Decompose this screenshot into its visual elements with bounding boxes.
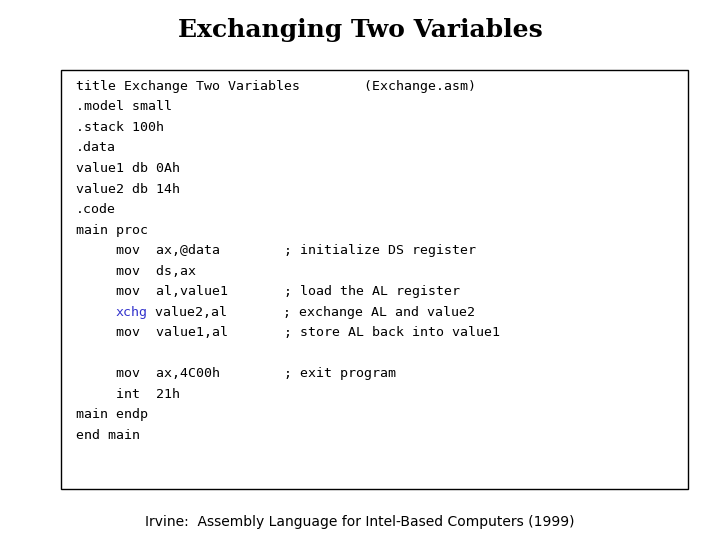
Text: end main: end main [76,429,140,442]
Text: main endp: main endp [76,408,148,421]
Text: Exchanging Two Variables: Exchanging Two Variables [178,18,542,42]
Text: .code: .code [76,203,116,216]
Text: mov  al,value1       ; load the AL register: mov al,value1 ; load the AL register [76,285,459,298]
Text: mov  ax,@data        ; initialize DS register: mov ax,@data ; initialize DS register [76,244,476,257]
Text: int  21h: int 21h [76,388,179,401]
FancyBboxPatch shape [61,70,688,489]
Text: .data: .data [76,141,116,154]
Text: Irvine:  Assembly Language for Intel-Based Computers (1999): Irvine: Assembly Language for Intel-Base… [145,515,575,529]
Text: value2,al       ; exchange AL and value2: value2,al ; exchange AL and value2 [147,306,475,319]
Text: xchg: xchg [115,306,147,319]
Text: .model small: .model small [76,100,171,113]
Text: value2 db 14h: value2 db 14h [76,183,179,195]
Text: main proc: main proc [76,224,148,237]
Text: mov  ax,4C00h        ; exit program: mov ax,4C00h ; exit program [76,367,395,380]
Text: mov  ds,ax: mov ds,ax [76,265,196,278]
Text: title Exchange Two Variables        (Exchange.asm): title Exchange Two Variables (Exchange.a… [76,80,476,93]
Text: mov  value1,al       ; store AL back into value1: mov value1,al ; store AL back into value… [76,326,500,339]
Text: value1 db 0Ah: value1 db 0Ah [76,162,179,175]
Text: .stack 100h: .stack 100h [76,121,163,134]
